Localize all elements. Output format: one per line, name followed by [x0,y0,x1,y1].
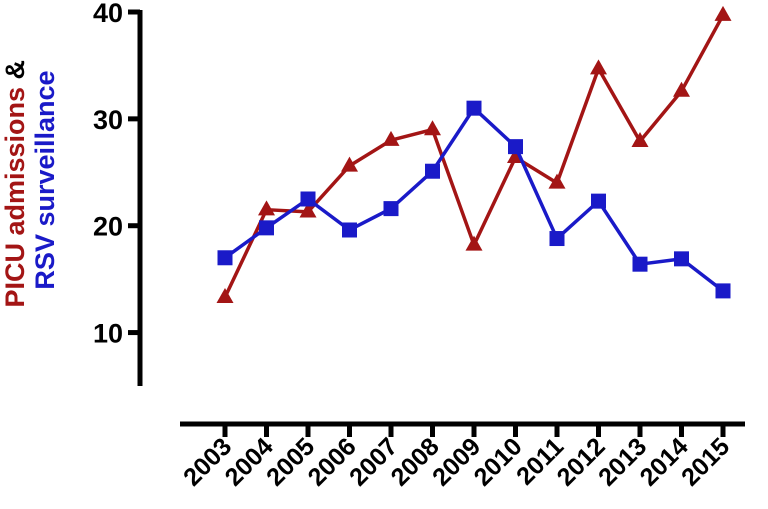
y-tick-label: 10 [93,319,123,349]
data-point-square [591,193,606,209]
x-axis: 2003200420052006200720082009201020112012… [178,421,745,492]
series-layer [216,5,732,304]
data-point-triangle [216,288,234,304]
data-point-square [425,163,440,179]
data-point-square [466,100,482,116]
data-point-square [259,220,274,236]
data-point-square [674,251,689,267]
y-label-part-picu: PICU admissions [0,87,30,308]
data-point-triangle [714,5,732,21]
y-axis: 10 20 30 40 [93,0,143,386]
series-line [223,14,725,299]
y-label-part-amp: & [0,60,30,87]
y-tick-label: 30 [93,105,123,135]
y-axis-label: PICU admissions & RSV surveillance [0,52,60,307]
data-point-square [715,283,731,299]
data-point-square [217,250,233,266]
data-point-triangle [299,202,317,218]
data-point-triangle [631,131,649,147]
data-point-triangle [673,81,690,97]
y-tick-label: 20 [93,212,123,242]
data-point-square [508,139,523,155]
y-label-part-rsv: RSV surveillance [30,70,60,289]
series-square [217,100,731,299]
series-triangle [216,5,732,304]
series-line [223,106,725,293]
data-point-triangle [424,120,441,136]
data-point-triangle [548,173,566,189]
data-point-triangle [465,235,483,251]
y-tick-label: 40 [93,0,123,28]
data-point-square [549,231,565,247]
data-point-square [300,191,316,207]
data-point-triangle [258,200,275,216]
data-point-triangle [590,59,607,75]
data-point-square [342,222,357,238]
data-point-square [383,201,399,217]
data-point-triangle [341,156,358,172]
data-point-square [632,256,648,272]
x-tick-label: 2015 [676,432,735,491]
data-point-triangle [382,130,400,146]
